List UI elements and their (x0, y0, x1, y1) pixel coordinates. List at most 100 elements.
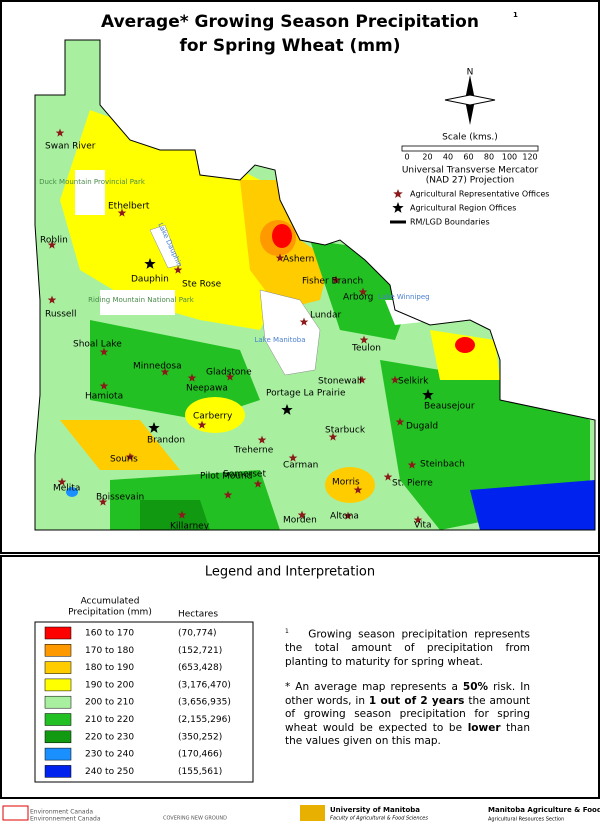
legend-range: 200 to 210 (85, 698, 134, 708)
note-marker: 1 (285, 628, 289, 635)
office-marker (99, 381, 109, 390)
symbol-label: Agricultural Region Offices (410, 204, 516, 213)
scale-bar (401, 145, 539, 152)
town-label: Treherne (233, 446, 274, 456)
town-label: Ethelbert (108, 202, 150, 212)
legend-range: 210 to 220 (85, 715, 134, 725)
legend-swatch (44, 713, 72, 726)
office-marker (331, 275, 341, 284)
note-box: 1 Growing season precipitation represent… (285, 625, 530, 749)
north-label: N (467, 68, 474, 78)
footer-text: Environment Canada (30, 809, 93, 816)
office-marker (343, 511, 353, 520)
town-label: Melita (53, 484, 80, 494)
legend-swatch (44, 644, 72, 657)
office-marker (57, 477, 67, 486)
office-marker (197, 420, 207, 429)
footer-text: COVERING NEW GROUND (163, 816, 227, 822)
scale-title: Scale (kms.) (442, 133, 498, 143)
map-feature-label: Lake Winnipeg (378, 293, 429, 301)
office-marker (359, 335, 369, 344)
town-label: Selkirk (398, 377, 429, 387)
legend-range: 190 to 200 (85, 680, 134, 690)
projection: Universal Transverse Mercator (402, 166, 539, 176)
legend-swatch (44, 747, 72, 761)
town-label: Boissevain (96, 493, 144, 503)
legend-hectares: (2,155,296) (178, 715, 231, 725)
town-label: St. Pierre (392, 479, 433, 489)
town-label: Russell (45, 310, 76, 320)
title: Average* Growing Season Precipitation (101, 12, 479, 32)
office-marker (390, 375, 400, 384)
title: for Spring Wheat (mm) (179, 36, 400, 56)
town-label: Souris (110, 455, 138, 465)
office-marker (257, 435, 267, 444)
legend-range: 230 to 240 (85, 750, 134, 760)
town-label: Dauphin (131, 275, 169, 285)
note: * An average map represents a 50% risk. … (285, 681, 530, 749)
office-marker (288, 453, 298, 462)
note-segment: the amount of growing season precipitati… (285, 694, 530, 734)
legend-hectares: (152,721) (178, 646, 222, 656)
town-label: Neepawa (186, 384, 228, 394)
town-label: Carman (283, 461, 318, 471)
office-marker (187, 373, 197, 382)
symbol-label: Agricultural Representative Offices (410, 190, 549, 199)
office-marker (407, 460, 417, 469)
town-label: Minnedosa (133, 362, 182, 372)
footer-text: Agricultural Resources Section (488, 817, 564, 823)
town-label: Steinbach (420, 460, 465, 470)
legend-hectares: (170,466) (178, 750, 222, 760)
office-marker (177, 510, 187, 519)
map-feature-label: Duck Mountain Provincial Park (39, 178, 146, 186)
town-label: Roblin (40, 236, 68, 246)
region-office-marker (281, 404, 293, 415)
office-marker (299, 317, 309, 326)
office-marker (395, 417, 405, 426)
scale-tick-label: 120 (522, 153, 537, 162)
town-label: Lundar (310, 311, 341, 321)
town-label: Altona (330, 512, 359, 522)
office-marker (47, 240, 57, 249)
town-label: Vita (414, 521, 432, 531)
region-office-symbol (392, 202, 404, 213)
legend-range: 240 to 250 (85, 767, 134, 777)
town-label: Ste Rose (182, 280, 222, 290)
map-feature-label: Lake Manitoba (255, 336, 306, 344)
town-label: Pilot Mound (200, 472, 253, 482)
legend-swatch (44, 730, 72, 744)
legend-box (34, 621, 254, 783)
note-text: 1 Growing season precipitation represent… (285, 625, 530, 749)
town-label: Hamiota (85, 392, 123, 402)
region-office-marker (148, 422, 160, 433)
footer-text: University of Manitoba (330, 806, 420, 814)
office-marker (117, 208, 127, 217)
legend-swatch (44, 678, 72, 692)
note-body: Growing season precipitation represents … (285, 628, 530, 668)
office-marker (358, 287, 368, 296)
office-marker (383, 472, 393, 481)
footer-text: Faculty of Agricultural & Food Sciences (330, 816, 428, 822)
note-segment: than the values given on this map. (285, 721, 530, 748)
boundary-symbol (390, 220, 406, 224)
legend-range: 180 to 190 (85, 663, 134, 673)
town-label: Swan River (45, 142, 96, 152)
town-label: Teulon (351, 344, 381, 354)
town-label: Arborg (343, 293, 373, 303)
town-label: Brandon (147, 436, 185, 446)
office-marker (99, 347, 109, 356)
legend-header: Precipitation (mm) (68, 608, 152, 618)
office-marker (253, 479, 263, 488)
legend-swatch (44, 765, 72, 778)
town-label: Starbuck (325, 426, 366, 436)
note: 1 Growing season precipitation represent… (285, 625, 530, 669)
legend-range: 160 to 170 (85, 629, 134, 639)
town-label: Gladstone (206, 368, 252, 378)
town-label: Beausejour (424, 402, 475, 412)
note-segment: lower (467, 721, 501, 734)
legend-hectares: (3,176,470) (178, 680, 231, 690)
town-label: Ashern (283, 255, 314, 265)
legend-range: 220 to 230 (85, 732, 134, 742)
footnote-marker: 1 (513, 11, 518, 19)
